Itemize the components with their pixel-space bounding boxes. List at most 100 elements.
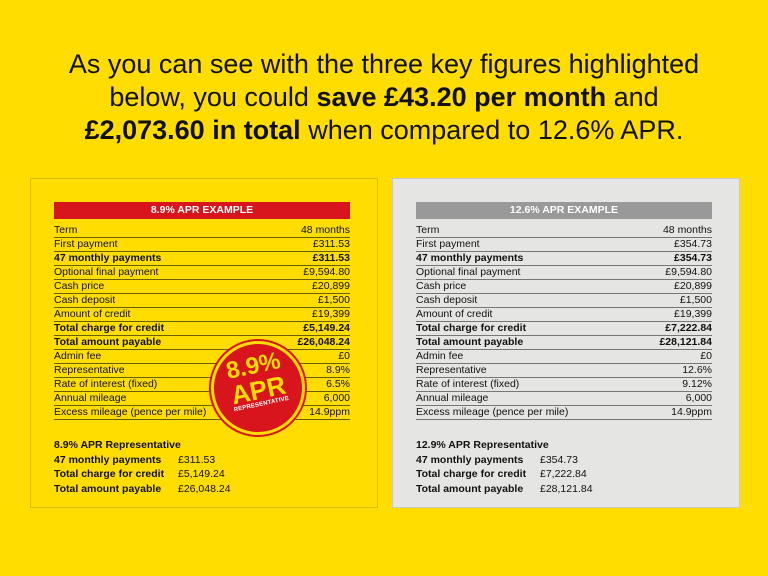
table-row: Total amount payable £26,048.24 <box>54 336 350 350</box>
row-value: £28,121.84 <box>659 336 712 348</box>
table-row: Cash deposit £1,500 <box>54 294 350 308</box>
example-table: Term 48 months First payment £311.53 47 mont… <box>54 224 350 420</box>
row-value: 48 months <box>300 224 350 236</box>
row-value: £1,500 <box>679 294 712 306</box>
row-label: Cash price <box>416 280 467 292</box>
summary-row: Total charge for credit £5,149.24 <box>54 467 231 482</box>
table-row: Optional final payment £9,594.80 <box>54 266 350 280</box>
row-label: First payment <box>54 238 118 250</box>
row-label: First payment <box>416 238 480 250</box>
headline-text: below, you could <box>109 82 317 112</box>
summary-value: £7,222.84 <box>540 468 587 480</box>
summary-row: 47 monthly payments £311.53 <box>54 453 231 468</box>
table-row: Term 48 months <box>54 224 350 238</box>
row-value: £9,594.80 <box>665 266 712 278</box>
summary-label: Total amount payable <box>54 482 162 495</box>
row-value: 9.12% <box>682 378 712 390</box>
table-row: Excess mileage (pence per mile) 14.9ppm <box>54 406 350 420</box>
summary-label: Total amount payable <box>416 482 524 495</box>
row-value: 12.6% <box>682 364 712 376</box>
row-value: £311.53 <box>312 238 350 250</box>
table-row: Rate of interest (fixed) 6.5% <box>54 378 350 392</box>
row-label: Rate of interest (fixed) <box>416 378 520 390</box>
table-row: Annual mileage 6,000 <box>54 392 350 406</box>
table-row: Admin fee £0 <box>54 350 350 364</box>
summary: 12.9% APR Representative 47 monthly payme… <box>416 438 593 496</box>
headline-line-3: £2,073.60 in total when compared to 12.6… <box>0 114 768 147</box>
row-value: £354.73 <box>674 238 712 250</box>
row-value: £0 <box>338 350 350 362</box>
row-label: Representative <box>54 364 125 376</box>
row-value: 6.5% <box>326 378 350 390</box>
row-value: 48 months <box>662 224 712 236</box>
summary: 8.9% APR Representative 47 monthly paymen… <box>54 438 231 496</box>
table-row: Term 48 months <box>416 224 712 238</box>
row-label: Amount of credit <box>54 308 131 320</box>
row-value: £1,500 <box>317 294 350 306</box>
row-label: 47 monthly payments <box>54 252 162 264</box>
table-row: Total charge for credit £7,222.84 <box>416 322 712 336</box>
row-value: 8.9% <box>326 364 350 376</box>
row-value: £20,899 <box>312 280 350 292</box>
row-label: Term <box>416 224 440 236</box>
row-label: Total amount payable <box>416 336 524 348</box>
table-row: Amount of credit £19,399 <box>54 308 350 322</box>
row-label: Excess mileage (pence per mile) <box>416 406 569 418</box>
summary-row: 47 monthly payments £354.73 <box>416 453 593 468</box>
table-row: Representative 12.6% <box>416 364 712 378</box>
summary-row: Total amount payable £26,048.24 <box>54 482 231 497</box>
summary-label: 47 monthly payments <box>54 453 162 466</box>
row-value: 6,000 <box>685 392 712 404</box>
headline-highlight-monthly: save £43.20 per month <box>316 82 607 112</box>
row-value: 14.9ppm <box>671 406 712 418</box>
summary-row: Total charge for credit £7,222.84 <box>416 467 593 482</box>
table-row: 47 monthly payments £311.53 <box>54 252 350 266</box>
summary-title: 8.9% APR Representative <box>54 439 181 451</box>
row-label: Representative <box>416 364 487 376</box>
row-label: Total charge for credit <box>54 322 165 334</box>
row-value: £19,399 <box>674 308 712 320</box>
row-value: £5,149.24 <box>303 322 350 334</box>
headline-line-2: below, you could save £43.20 per month a… <box>0 81 768 114</box>
row-label: Optional final payment <box>416 266 521 278</box>
summary-value: £311.53 <box>178 453 216 466</box>
summary-label: 47 monthly payments <box>416 453 524 466</box>
row-label: Amount of credit <box>416 308 493 320</box>
panel-title: 8.9% APR EXAMPLE <box>54 202 350 219</box>
headline-text: and <box>606 82 659 112</box>
row-label: Total charge for credit <box>416 322 527 334</box>
row-value: £9,594.80 <box>303 266 350 278</box>
summary-label: Total charge for credit <box>54 468 165 480</box>
row-label: Annual mileage <box>416 392 489 404</box>
headline-highlight-total: £2,073.60 in total <box>84 115 301 145</box>
row-label: Term <box>54 224 78 236</box>
summary-row: Total amount payable £28,121.84 <box>416 482 593 497</box>
table-row: Optional final payment £9,594.80 <box>416 266 712 280</box>
example-table: Term 48 months First payment £354.73 47 mont… <box>416 224 712 420</box>
row-label: Cash deposit <box>416 294 478 306</box>
row-value: £26,048.24 <box>297 336 350 348</box>
table-row: Admin fee £0 <box>416 350 712 364</box>
row-value: £19,399 <box>312 308 350 320</box>
row-value: £354.73 <box>674 252 712 264</box>
table-row: Total amount payable £28,121.84 <box>416 336 712 350</box>
panel-12-6-apr: 12.6% APR EXAMPLE Term 48 months First pay… <box>392 178 740 508</box>
summary-value: £354.73 <box>540 453 578 466</box>
row-label: Annual mileage <box>54 392 127 404</box>
headline-line-1: As you can see with the three key figure… <box>68 49 700 79</box>
table-row: Representative 8.9% <box>54 364 350 378</box>
table-row: Rate of interest (fixed) 9.12% <box>416 378 712 392</box>
headline-text: when compared to 12.6% APR. <box>300 115 684 145</box>
row-label: Rate of interest (fixed) <box>54 378 158 390</box>
row-value: £7,222.84 <box>665 322 712 334</box>
table-row: Total charge for credit £5,149.24 <box>54 322 350 336</box>
row-label: Cash price <box>54 280 105 292</box>
row-label: Total amount payable <box>54 336 162 348</box>
row-label: 47 monthly payments <box>416 252 524 264</box>
table-row: First payment £354.73 <box>416 238 712 252</box>
row-label: Admin fee <box>416 350 464 362</box>
row-label: Optional final payment <box>54 266 159 278</box>
table-row: First payment £311.53 <box>54 238 350 252</box>
table-row: Annual mileage 6,000 <box>416 392 712 406</box>
table-row: Excess mileage (pence per mile) 14.9ppm <box>416 406 712 420</box>
